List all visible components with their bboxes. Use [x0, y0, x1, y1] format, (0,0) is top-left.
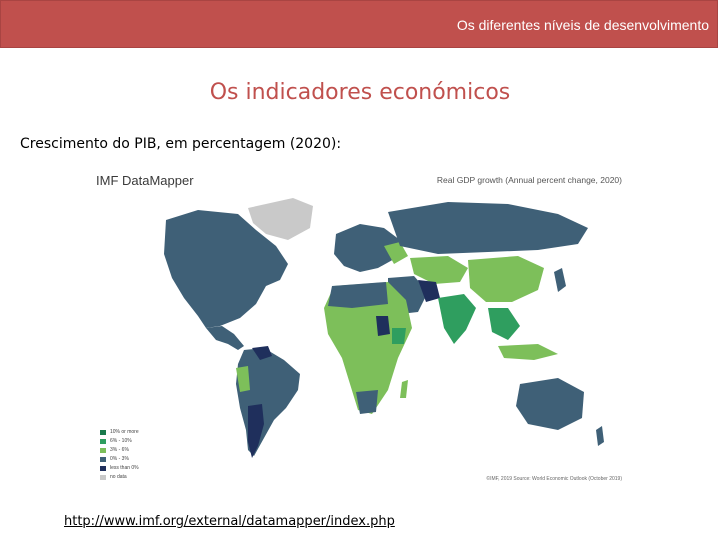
legend-item: 0% - 3% — [100, 455, 180, 463]
region-ethiopia — [392, 328, 406, 344]
legend-swatch — [100, 429, 106, 435]
region-sudan — [376, 316, 390, 336]
region-russia — [388, 202, 588, 254]
legend-item: 6% - 10% — [100, 437, 180, 445]
region-central-asia — [410, 256, 468, 284]
legend-item: 10% or more — [100, 428, 180, 436]
legend-label: less than 0% — [110, 465, 139, 471]
region-china — [468, 256, 544, 302]
region-south-africa — [356, 390, 378, 414]
legend-label: no data — [110, 474, 127, 480]
header-banner: Os diferentes níveis de desenvolvimento — [0, 0, 718, 48]
region-north-africa — [328, 282, 388, 308]
legend-label: 3% - 6% — [110, 447, 129, 453]
map-brand: IMF DataMapper — [96, 173, 194, 188]
region-north-america — [164, 210, 288, 328]
legend-swatch — [100, 465, 106, 471]
region-new-zealand — [596, 426, 604, 446]
region-greenland — [248, 198, 313, 240]
legend-label: 10% or more — [110, 429, 139, 435]
legend-item: 3% - 6% — [100, 446, 180, 454]
world-map-panel: IMF DataMapper Real GDP growth (Annual p… — [88, 168, 632, 488]
source-link[interactable]: http://www.imf.org/external/datamapper/i… — [64, 514, 395, 529]
world-map — [164, 198, 604, 458]
slide-title: Os indicadores económicos — [209, 80, 511, 105]
region-africa — [324, 282, 412, 414]
region-iran — [418, 280, 440, 302]
region-indonesia — [498, 344, 558, 360]
region-japan — [554, 268, 566, 292]
legend-item: less than 0% — [100, 464, 180, 472]
region-mexico — [206, 326, 244, 350]
map-title: Real GDP growth (Annual percent change, … — [436, 175, 622, 185]
region-europe — [334, 224, 400, 272]
map-legend: 10% or more 6% - 10% 3% - 6% 0% - 3% les… — [100, 428, 180, 482]
legend-swatch — [100, 447, 106, 453]
legend-label: 6% - 10% — [110, 438, 132, 444]
legend-swatch — [100, 438, 106, 444]
header-banner-text: Os diferentes níveis de desenvolvimento — [456, 17, 709, 33]
region-peru-bolivia — [236, 366, 250, 392]
region-australia — [516, 378, 584, 430]
legend-label: 0% - 3% — [110, 456, 129, 462]
legend-swatch — [100, 456, 106, 462]
region-madagascar — [400, 380, 408, 398]
region-india — [438, 294, 476, 344]
region-south-america — [236, 348, 300, 456]
legend-item: no data — [100, 473, 180, 481]
region-se-asia — [488, 308, 520, 340]
map-footnote: ©IMF, 2019 Source: World Economic Outloo… — [486, 476, 622, 482]
region-argentina — [248, 404, 264, 458]
region-venezuela — [252, 346, 272, 360]
legend-swatch — [100, 474, 106, 480]
region-eastern-europe — [384, 242, 408, 264]
slide-subtitle: Crescimento do PIB, em percentagem (2020… — [20, 136, 342, 152]
